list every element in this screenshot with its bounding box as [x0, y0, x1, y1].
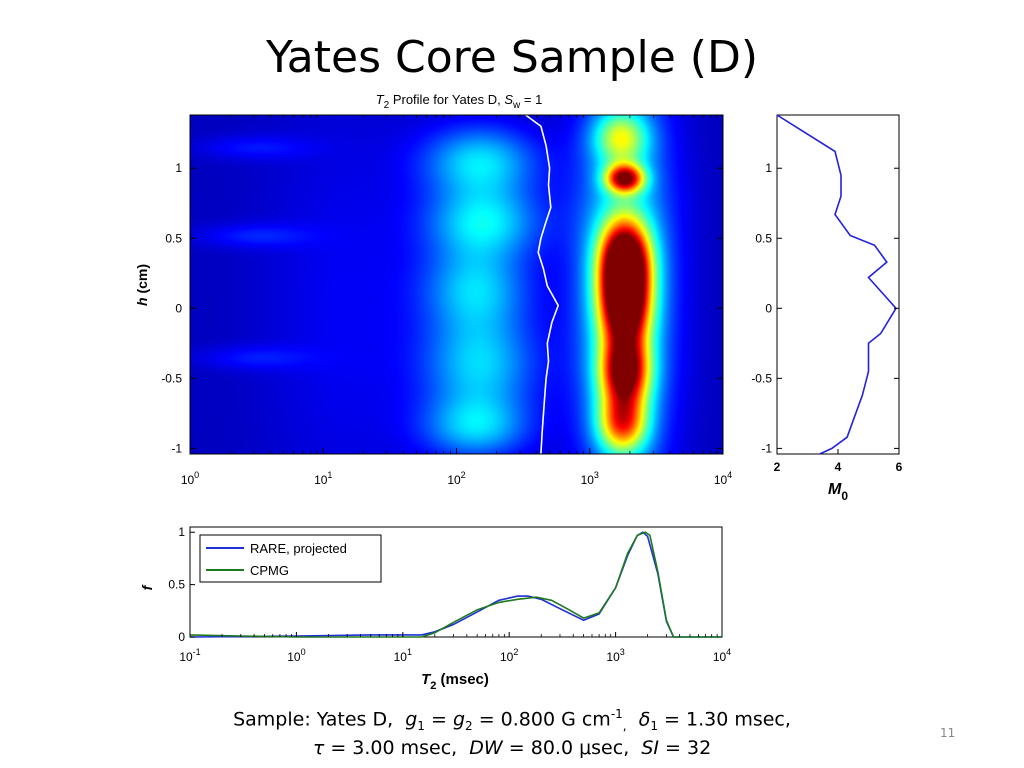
- heatmap-y-tick-label: 0.5: [165, 231, 182, 245]
- caption-line-2: τ = 3.00 msec, DW = 80.0 μsec, SI = 32: [312, 737, 712, 759]
- m0-y-tick-label: 0: [765, 301, 772, 315]
- heatmap-y-tick-label: -1: [171, 441, 182, 455]
- dist-x-tick-label: 10-1: [179, 647, 200, 664]
- heatmap-x-tick-label: 101: [314, 470, 332, 487]
- heatmap-y-tick-label: 1: [175, 161, 182, 175]
- dist-x-tick-label: 104: [713, 647, 731, 664]
- page-number: 11: [940, 726, 956, 740]
- legend-label: RARE, projected: [250, 541, 347, 556]
- dist-x-tick-label: 102: [500, 647, 518, 664]
- m0-y-tick-label: 0.5: [755, 231, 772, 245]
- m0-y-tick-label: 1: [765, 161, 772, 175]
- m0-x-tick-label: 6: [896, 460, 903, 474]
- m0-x-tick-label: 2: [774, 460, 781, 474]
- m0-y-tick-label: -0.5: [751, 371, 772, 385]
- dist-y-tick-label: 0: [178, 630, 185, 644]
- slide-title: Yates Core Sample (D): [265, 32, 758, 83]
- heatmap-title: T2 Profile for Yates D, Sw = 1: [376, 92, 543, 111]
- dist-x-tick-label: 103: [606, 647, 624, 664]
- dist-y-axis-label: f: [139, 584, 155, 590]
- heatmap-x-tick-label: 103: [581, 470, 599, 487]
- heatmap-y-axis-label: h (cm): [134, 264, 150, 306]
- heatmap-x-tick-label: 102: [447, 470, 465, 487]
- dist-x-tick-label: 101: [394, 647, 412, 664]
- heatmap-y-tick-label: 0: [175, 301, 182, 315]
- dist-legend: RARE, projected CPMG: [199, 534, 382, 583]
- legend-box: [199, 534, 382, 583]
- dist-x-axis-label: T2 (msec): [421, 671, 489, 692]
- heatmap-x-tick-label: 104: [714, 470, 732, 487]
- m0-x-axis-label: M0: [828, 481, 848, 503]
- m0-x-tick-label: 4: [835, 460, 842, 474]
- dist-y-tick-label: 1: [178, 525, 185, 539]
- m0-y-tick-label: -1: [761, 441, 772, 455]
- m0-series-line: [776, 114, 897, 455]
- heatmap-trace-line: [525, 114, 560, 455]
- heatmap-image: [190, 115, 723, 454]
- caption-line-1: Sample: Yates D, g1 = g2 = 0.800 G cm-1,…: [233, 707, 791, 734]
- heatmap-x-tick-label: 100: [181, 470, 199, 487]
- m0-frame: [776, 114, 900, 455]
- legend-label: CPMG: [250, 563, 289, 578]
- cpmg-series-line: [189, 531, 722, 638]
- heatmap-y-tick-label: -0.5: [161, 371, 182, 385]
- dist-x-tick-label: 100: [287, 647, 305, 664]
- dist-y-tick-label: 0.5: [168, 578, 185, 592]
